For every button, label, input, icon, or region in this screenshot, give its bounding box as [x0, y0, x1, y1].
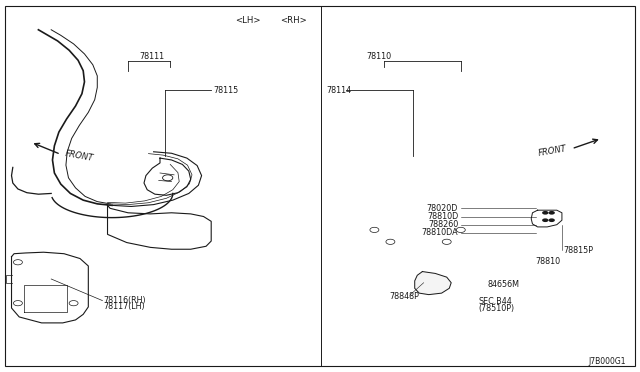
Text: 78810: 78810	[535, 257, 560, 266]
Text: SEC.B44: SEC.B44	[479, 297, 513, 306]
Text: <LH>: <LH>	[236, 16, 261, 25]
Circle shape	[542, 218, 548, 222]
Text: 78116(RH): 78116(RH)	[104, 296, 147, 305]
Text: 78115: 78115	[213, 86, 238, 94]
Circle shape	[542, 211, 548, 215]
Circle shape	[548, 218, 555, 222]
Text: 78020D: 78020D	[427, 204, 458, 213]
Text: 788260: 788260	[428, 220, 458, 229]
Text: 78810D: 78810D	[427, 212, 458, 221]
Text: 84656M: 84656M	[488, 280, 520, 289]
Text: (78510P): (78510P)	[479, 304, 515, 312]
Text: J7B000G1: J7B000G1	[588, 357, 626, 366]
Text: 78111: 78111	[140, 52, 164, 61]
Text: FRONT: FRONT	[538, 144, 568, 158]
Text: 78815P: 78815P	[563, 246, 593, 255]
Text: 78110: 78110	[366, 52, 391, 61]
Polygon shape	[415, 272, 451, 295]
Text: 78848P: 78848P	[389, 292, 419, 301]
Text: <RH>: <RH>	[280, 16, 307, 25]
Text: 78114: 78114	[326, 86, 351, 94]
Text: 78117(LH): 78117(LH)	[104, 302, 145, 311]
Text: FRONT: FRONT	[64, 149, 94, 163]
Text: 78810DA: 78810DA	[422, 228, 458, 237]
Circle shape	[548, 211, 555, 215]
